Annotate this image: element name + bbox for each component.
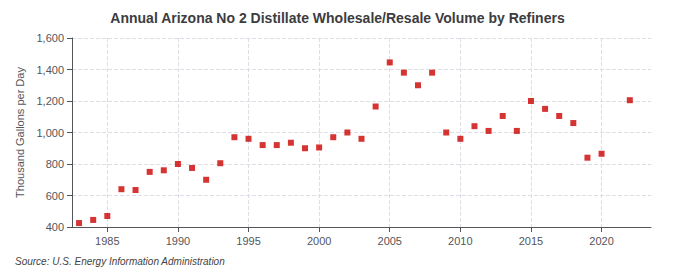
svg-text:2015: 2015 (519, 235, 543, 247)
svg-text:1,400: 1,400 (36, 64, 64, 76)
svg-text:2010: 2010 (448, 235, 472, 247)
svg-text:Source: U.S. Energy Informatio: Source: U.S. Energy Information Administ… (15, 256, 225, 267)
svg-text:2020: 2020 (589, 235, 613, 247)
svg-text:2000: 2000 (307, 235, 331, 247)
svg-text:1995: 1995 (236, 235, 260, 247)
svg-text:1990: 1990 (166, 235, 190, 247)
svg-text:Annual Arizona No 2 Distillate: Annual Arizona No 2 Distillate Wholesale… (110, 10, 565, 26)
svg-text:2005: 2005 (378, 235, 402, 247)
svg-text:1,000: 1,000 (36, 127, 64, 139)
svg-text:1,200: 1,200 (36, 95, 64, 107)
svg-text:800: 800 (46, 158, 64, 170)
svg-text:400: 400 (46, 221, 64, 233)
svg-text:1985: 1985 (95, 235, 119, 247)
svg-text:1,600: 1,600 (36, 32, 64, 44)
svg-text:600: 600 (46, 190, 64, 202)
svg-text:Thousand Gallons per Day: Thousand Gallons per Day (14, 67, 26, 198)
